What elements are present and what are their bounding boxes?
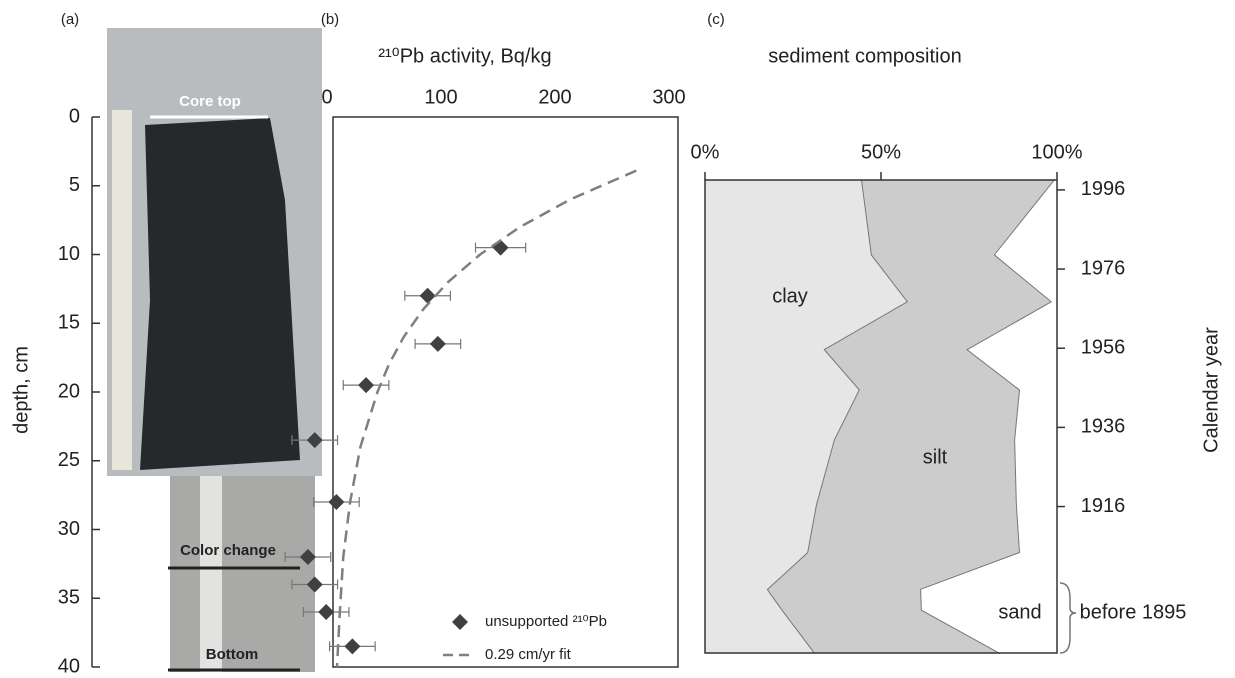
area-label: silt [923, 446, 948, 468]
y-tick-label: 1976 [1081, 257, 1126, 279]
data-point [318, 604, 335, 620]
data-point [419, 287, 436, 304]
y-tick-label: 1956 [1081, 337, 1126, 359]
y-tick-label: 1996 [1081, 178, 1126, 200]
y-tick-label: 25 [58, 449, 80, 471]
data-point [358, 377, 375, 394]
ruler [200, 476, 222, 672]
panel-label: (c) [707, 11, 725, 28]
y-tick-label: 1916 [1081, 495, 1126, 517]
brace [1059, 582, 1077, 654]
x-tick-label: 100% [1031, 141, 1082, 163]
y-tick-label: 30 [58, 518, 80, 540]
x-tick-label: 0% [691, 141, 720, 163]
legend-label: 0.29 cm/yr fit [485, 646, 572, 663]
data-point [306, 576, 323, 593]
annotation: Core top [179, 93, 241, 110]
y-axis-label: Calendar year [1200, 327, 1222, 453]
x-tick-label: 200 [538, 86, 571, 108]
core-photo [140, 118, 300, 470]
y-tick-label: 15 [58, 312, 80, 334]
y-tick-label: 20 [58, 380, 80, 402]
core-photo-lower [170, 476, 315, 672]
data-point [306, 432, 323, 449]
plot-frame [332, 116, 679, 668]
y-tick-label: 1936 [1081, 416, 1126, 438]
x-tick-label: 100 [424, 86, 457, 108]
annotation: Bottom [206, 646, 259, 663]
data-point [492, 239, 509, 256]
x-tick-label: 0 [321, 86, 332, 108]
panel-label: (a) [61, 11, 79, 28]
data-point [429, 335, 446, 352]
y-tick-label: 5 [69, 174, 80, 196]
data-point [344, 638, 361, 655]
y-axis-label: depth, cm [10, 346, 32, 434]
chart-title: ²¹⁰Pb activity, Bq/kg [378, 45, 551, 67]
panel-label: (b) [321, 11, 339, 28]
legend-marker [452, 614, 468, 630]
chart-title: sediment composition [768, 45, 961, 67]
area [768, 180, 1055, 653]
area [921, 180, 1057, 653]
legend-label: unsupported ²¹⁰Pb [485, 613, 607, 630]
area-label: clay [772, 285, 808, 307]
area-label: sand [998, 601, 1041, 623]
y-tick-label: 0 [69, 105, 80, 127]
x-tick-label: 50% [861, 141, 901, 163]
annotation: before 1895 [1080, 601, 1187, 623]
y-tick-label: 35 [58, 587, 80, 609]
x-tick-label: 300 [652, 86, 685, 108]
y-tick-label: 40 [58, 655, 80, 677]
area [705, 180, 909, 653]
data-point [299, 549, 316, 565]
annotation: Color change [180, 542, 276, 559]
fit-line [335, 169, 637, 668]
y-tick-label: 10 [58, 243, 80, 265]
data-point [328, 494, 345, 510]
ruler [112, 110, 132, 470]
